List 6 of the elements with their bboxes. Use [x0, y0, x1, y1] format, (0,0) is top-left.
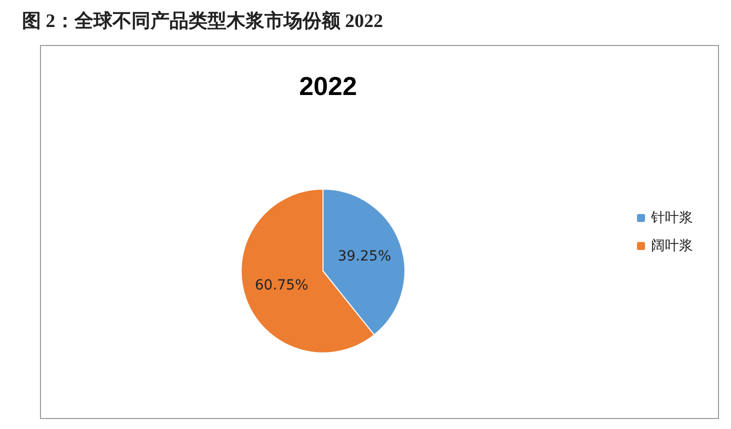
chart-title: 图 2：全球不同产品类型木浆市场份额 2022 [22, 10, 383, 34]
legend-label: 阔叶浆 [651, 238, 693, 254]
data-label: 60.75% [254, 278, 308, 294]
data-label: 39.25% [338, 248, 392, 264]
chart-subtitle: 2022 [299, 71, 357, 101]
legend-label: 针叶浆 [650, 210, 693, 226]
